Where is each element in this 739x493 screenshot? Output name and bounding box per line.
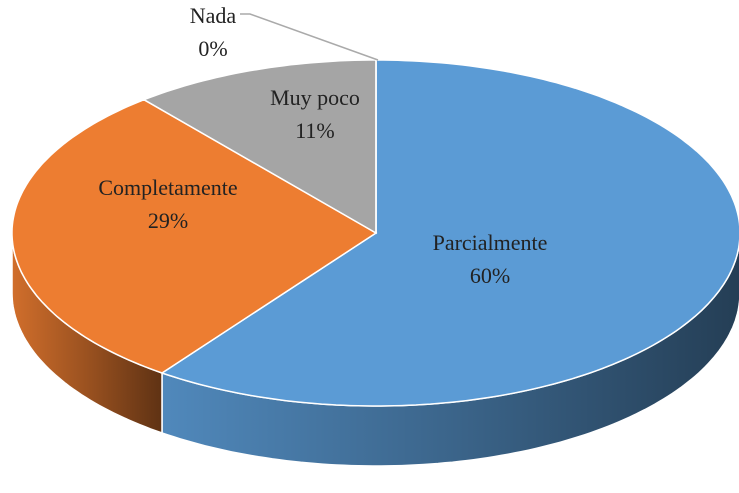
slice-value-label: 60% xyxy=(470,263,510,288)
slice-label: Parcialmente xyxy=(433,230,548,255)
labels: Parcialmente 60% Completamente 29% Muy poco 1… xyxy=(98,3,547,288)
pie-slice xyxy=(142,59,377,235)
slice-value-label: 29% xyxy=(148,208,188,233)
pie-tops xyxy=(11,59,739,407)
slice-value-label: 11% xyxy=(295,118,335,143)
slice-label: Muy poco xyxy=(270,85,360,110)
leader-line xyxy=(240,13,379,61)
slice-label: Completamente xyxy=(98,175,237,200)
pie-slice xyxy=(11,98,378,374)
pie-slice xyxy=(160,59,739,407)
slice-value-label: 0% xyxy=(198,36,227,61)
slice-label: Nada xyxy=(190,3,237,28)
